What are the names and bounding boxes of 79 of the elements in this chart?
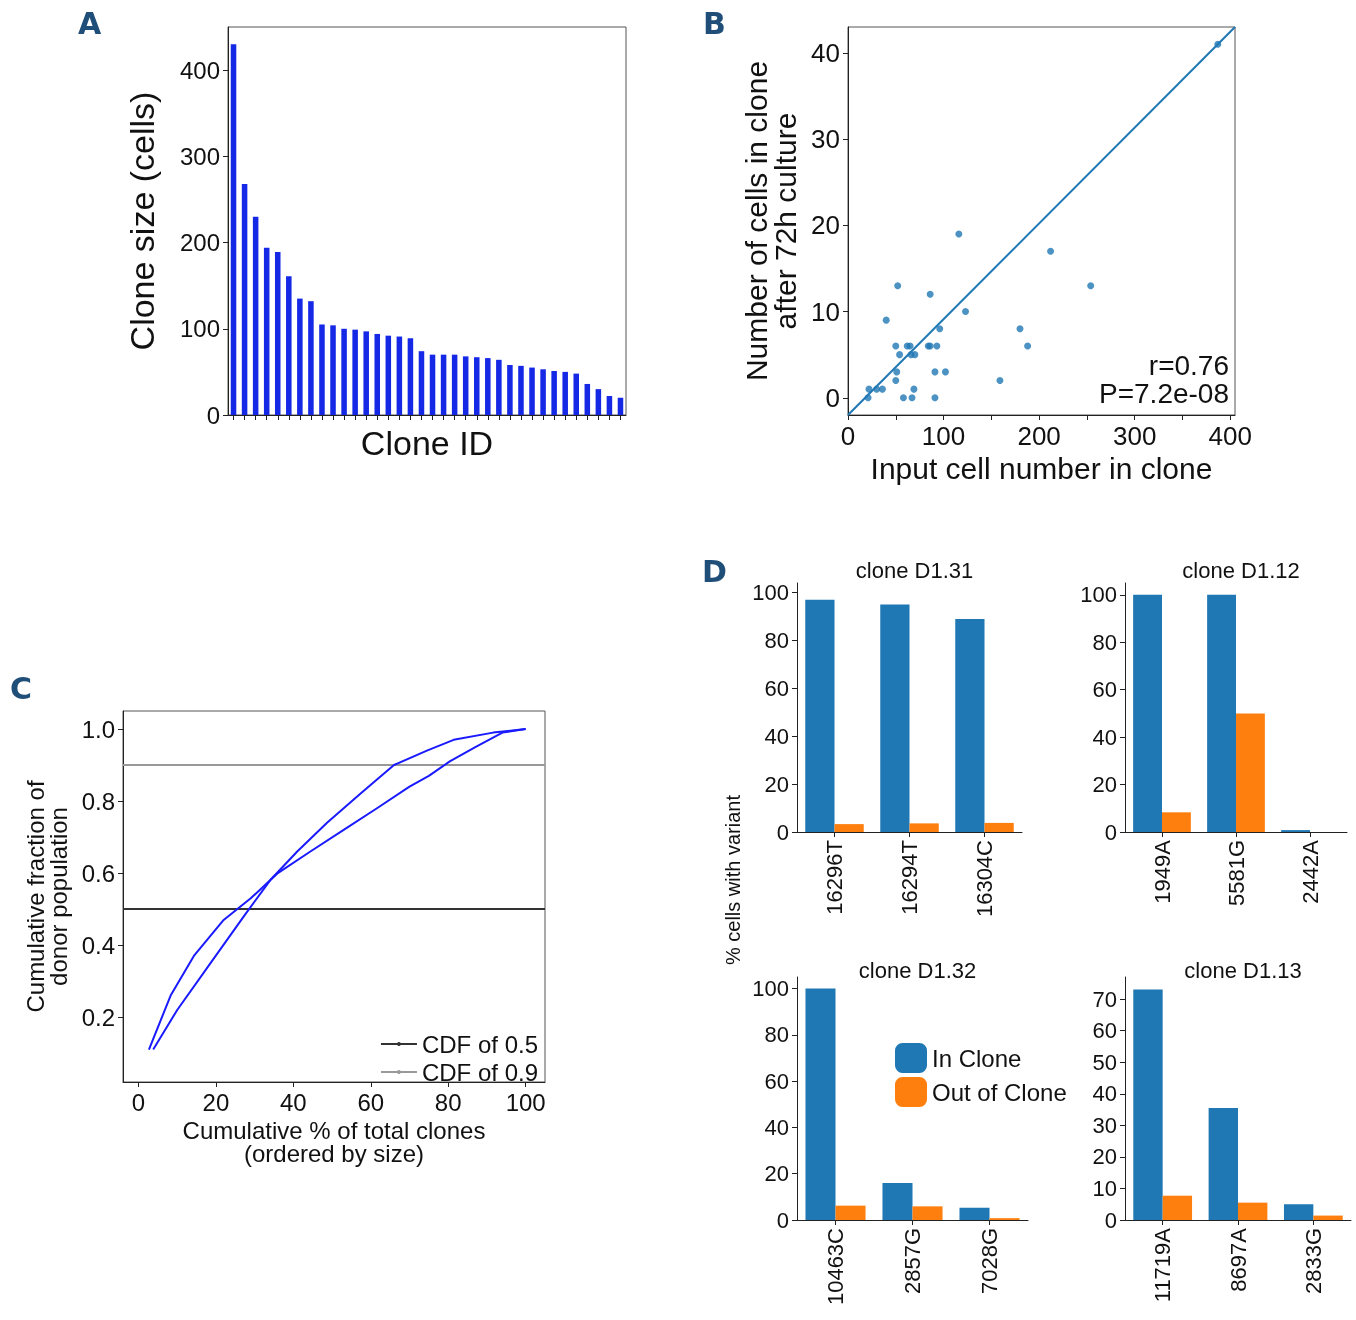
y-tick-label: 0.6 <box>81 859 115 887</box>
y-tick-label: 100 <box>1080 582 1117 608</box>
y-tick-label: 60 <box>764 1068 789 1094</box>
y-axis-title: Clone size (cells) <box>122 91 161 351</box>
x-axis-title: Input cell number in clone <box>870 452 1213 486</box>
legend-label: In Clone <box>932 1044 1022 1072</box>
y-tick-label: 80 <box>764 627 789 653</box>
y-tick-label: 20 <box>764 1161 789 1187</box>
y-tick-label: 40 <box>764 723 789 749</box>
y-tick-label: 40 <box>1092 724 1117 750</box>
y-tick-label: 80 <box>764 1022 789 1048</box>
y-tick-label: 100 <box>752 580 789 606</box>
y-tick-label: 0.2 <box>81 1003 115 1031</box>
x-tick-label: 8697A <box>1225 1227 1251 1292</box>
y-tick-label: 30 <box>1092 1112 1117 1138</box>
legend-label: Out of Clone <box>932 1078 1067 1106</box>
chart-title: clone D1.13 <box>1184 957 1302 983</box>
x-tick-label: 2857G <box>900 1228 925 1295</box>
y-axis-title: Number of cells in clone after 72h culture <box>740 60 802 382</box>
x-tick-label: 10463C <box>823 1227 848 1306</box>
y-tick-label: 60 <box>764 675 789 701</box>
y-tick-label: 20 <box>1092 772 1117 798</box>
y-tick-label: 100 <box>179 315 220 343</box>
y-tick-label: 20 <box>811 210 840 241</box>
y-tick-label: 400 <box>179 56 220 84</box>
legend-label: CDF of 0.9 <box>421 1058 539 1086</box>
x-tick-label: 16296T <box>822 840 847 915</box>
y-tick-label: 10 <box>811 296 840 327</box>
y-tick-label: 30 <box>811 124 840 155</box>
x-tick-label: 2442A <box>1297 839 1323 904</box>
chart-title: clone D1.12 <box>1182 557 1300 583</box>
y-tick-label: 0.4 <box>81 931 115 959</box>
x-tick-label: 80 <box>434 1088 462 1116</box>
y-tick-label: 0 <box>776 1207 789 1233</box>
y-tick-label: 1.0 <box>81 715 115 743</box>
y-axis-title: % cells with variant <box>722 794 744 966</box>
y-tick-label: 0 <box>1104 819 1117 845</box>
x-tick-label: 2833G <box>1300 1228 1326 1295</box>
text: B <box>703 5 726 41</box>
y-tick-label: 40 <box>764 1114 789 1140</box>
x-axis-title: Clone ID <box>360 424 494 463</box>
y-tick-label: 40 <box>811 37 840 68</box>
y-tick-label: 0 <box>825 382 840 413</box>
y-tick-label: 300 <box>179 142 220 170</box>
x-tick-label: 16294T <box>897 840 922 915</box>
y-tick-label: 50 <box>1092 1049 1117 1075</box>
y-tick-label: 10 <box>1092 1175 1117 1201</box>
y-tick-label: 20 <box>1092 1144 1117 1170</box>
y-tick-label: 60 <box>1092 677 1117 703</box>
legend-label: CDF of 0.5 <box>421 1030 539 1058</box>
y-tick-label: 0.8 <box>81 787 115 815</box>
x-tick-label: 60 <box>357 1088 385 1116</box>
y-tick-label: 100 <box>752 976 789 1002</box>
x-tick-label: 5581G <box>1223 840 1249 907</box>
x-tick-label: 40 <box>280 1088 307 1116</box>
x-tick-label: 7028G <box>977 1228 1002 1295</box>
y-tick-label: 20 <box>764 771 789 797</box>
y-tick-label: 0 <box>776 819 789 845</box>
y-tick-label: 0 <box>1104 1207 1117 1233</box>
x-tick-label: 1949A <box>1149 839 1175 904</box>
text: D <box>702 553 727 589</box>
y-tick-label: 60 <box>1092 1018 1117 1044</box>
y-axis-title: Cumulative fraction of donor population <box>22 780 73 1013</box>
x-tick-label: 11719A <box>1150 1227 1176 1303</box>
x-tick-label: 16304C <box>972 839 997 918</box>
y-tick-label: 70 <box>1092 986 1117 1012</box>
y-tick-label: 80 <box>1092 629 1117 655</box>
y-tick-label: 200 <box>179 229 220 257</box>
chart-title: clone D1.31 <box>855 557 974 583</box>
x-tick-label: 400 <box>1208 421 1252 451</box>
x-tick-label: 100 <box>921 421 966 451</box>
x-axis-title: Cumulative % of total clones (ordered by size) <box>182 1117 486 1168</box>
x-tick-label: 200 <box>1017 421 1061 451</box>
x-tick-label: 0 <box>131 1088 146 1116</box>
y-tick-label: 0 <box>206 401 220 429</box>
chart-title: clone D1.32 <box>858 957 977 983</box>
text: C <box>10 670 33 706</box>
text: A <box>78 5 102 41</box>
x-tick-label: 100 <box>505 1088 546 1116</box>
